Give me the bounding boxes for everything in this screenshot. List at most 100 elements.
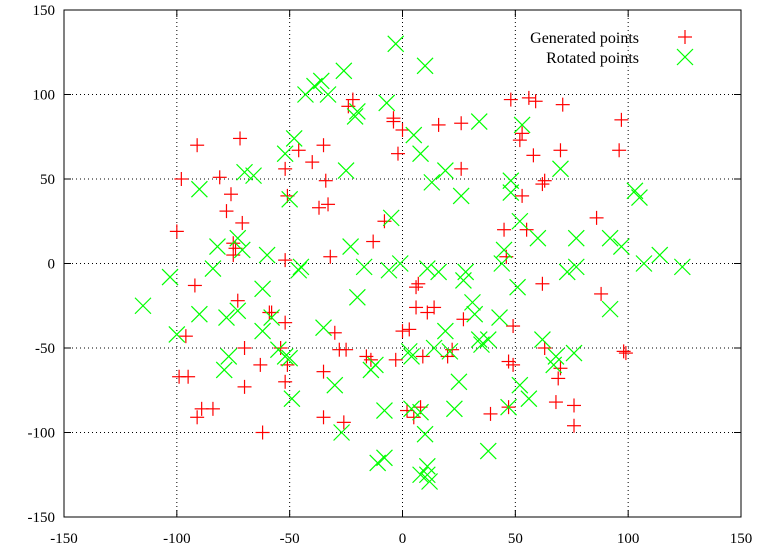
rotated-point (479, 331, 497, 348)
generated-point (181, 369, 196, 384)
y-tick-label: -150 (28, 510, 56, 526)
rotated-point (567, 258, 585, 276)
rotated-point (558, 263, 576, 281)
generated-point (551, 371, 566, 386)
rotated-point (168, 326, 186, 343)
generated-point (187, 278, 202, 293)
rotated-point (520, 390, 538, 408)
generated-point (377, 214, 392, 229)
generated-point (515, 188, 530, 203)
generated-point (336, 415, 351, 430)
rotated-point (348, 288, 366, 306)
rotated-point (479, 442, 497, 460)
generated-point (535, 177, 550, 192)
legend-label: Generated points (530, 30, 639, 47)
y-tick-label: 150 (33, 3, 56, 19)
generated-point (366, 234, 381, 249)
generated-point (427, 300, 442, 315)
rotated-point (601, 300, 619, 318)
rotated-point (412, 145, 429, 163)
generated-point (316, 138, 331, 153)
generated-point (548, 395, 563, 410)
rotated-point (190, 305, 208, 323)
generated-point (618, 346, 633, 361)
rotated-point (236, 163, 253, 181)
generated-point (521, 90, 536, 105)
rotated-point (281, 190, 299, 208)
rotated-point (466, 305, 484, 323)
legend: Generated points Rotated points (530, 30, 694, 67)
generated-point (614, 112, 629, 127)
rotated-point (376, 402, 393, 419)
rotated-point (355, 258, 373, 276)
generated-point (278, 315, 293, 330)
rotated-point (326, 376, 344, 394)
rotated-point (229, 302, 247, 320)
generated-point (253, 357, 268, 372)
generated-point (327, 325, 342, 340)
generated-point (190, 138, 205, 153)
generated-point (612, 143, 627, 158)
rotated-point (315, 319, 332, 337)
rotated-point (312, 72, 330, 90)
rotated-point (258, 246, 276, 264)
rotated-point (450, 373, 468, 391)
rotated-point (391, 255, 409, 272)
generated-point (553, 143, 568, 158)
rotated-point (612, 238, 630, 256)
rotated-point (473, 336, 490, 354)
generated-point (169, 224, 184, 239)
rotated-point (382, 209, 400, 227)
rotated-point (430, 263, 448, 281)
x-tick-label: -100 (163, 531, 191, 547)
rotated-point (631, 189, 648, 207)
generated-point (190, 410, 205, 425)
generated-point (237, 341, 252, 355)
generated-point (339, 342, 354, 357)
generated-point (212, 170, 227, 185)
rotated-point (233, 241, 251, 259)
generated-point (594, 286, 609, 301)
generated-point (390, 146, 405, 161)
rotated-point (292, 258, 310, 276)
rotated-point (470, 331, 488, 348)
rotated-point (418, 260, 436, 277)
rotated-point (319, 86, 337, 103)
generated-point (512, 133, 527, 148)
rotated-point (400, 342, 418, 360)
generated-point (526, 148, 541, 163)
rotated-point (418, 457, 436, 475)
generated-point (278, 253, 293, 268)
generated-point (318, 173, 333, 188)
y-tick-label: -100 (28, 426, 56, 442)
rotated-point (441, 342, 459, 360)
rotated-point (436, 162, 454, 179)
generated-point (589, 210, 604, 225)
generated-point (402, 322, 417, 337)
generated-point (456, 312, 471, 327)
generated-point (567, 398, 582, 413)
generated-point (415, 349, 430, 364)
rotated-point (348, 102, 366, 120)
rotated-point (281, 349, 299, 367)
rotated-point (161, 268, 179, 286)
grid-lines (64, 10, 741, 517)
generated-point (454, 161, 469, 176)
rotated-point (552, 160, 569, 178)
rotated-point (254, 322, 272, 340)
generated-point (503, 92, 518, 107)
rotated-point (342, 238, 360, 256)
generated-point (321, 197, 336, 212)
generated-point (255, 425, 270, 440)
legend-marker (676, 48, 694, 66)
generated-point (395, 324, 410, 339)
rotated-point (285, 130, 303, 147)
generated-point (305, 155, 320, 170)
rotated-point (495, 241, 513, 259)
rotated-point (220, 348, 238, 365)
generated-point (233, 131, 248, 146)
rotated-point (470, 113, 488, 130)
rotated-point (376, 449, 393, 467)
generated-point (219, 204, 234, 219)
